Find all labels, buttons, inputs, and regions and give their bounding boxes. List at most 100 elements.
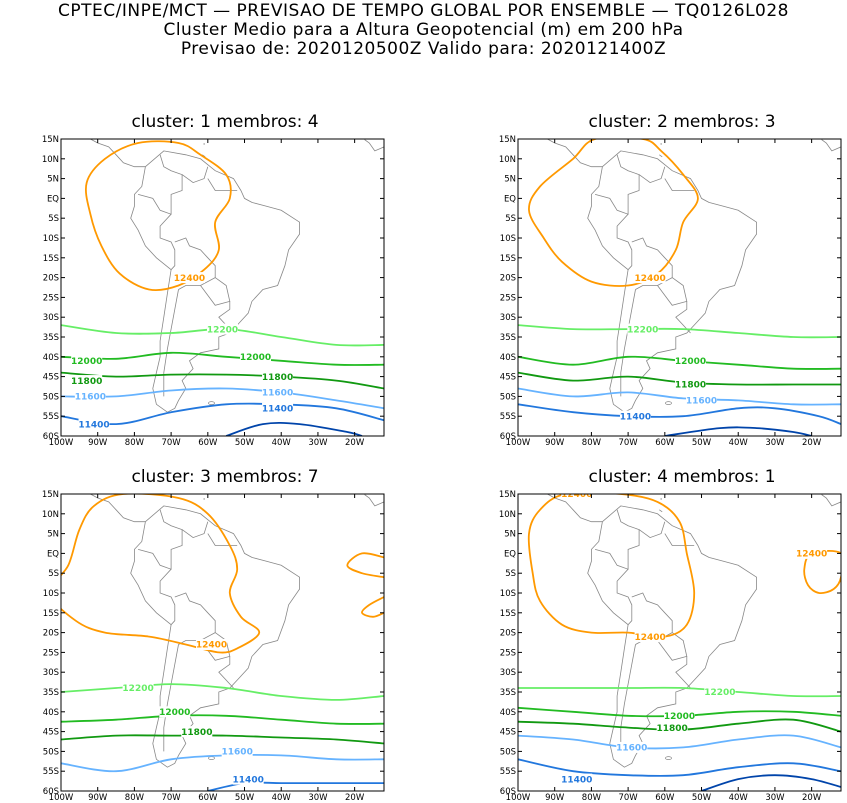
- falkland-islands: [208, 401, 215, 406]
- panel-frame: [517, 138, 842, 437]
- lat-label: 25S: [500, 648, 516, 658]
- lon-label: 100W: [49, 793, 74, 803]
- coastline-africa: [364, 139, 384, 152]
- panel-frame: [517, 493, 842, 792]
- panel-4-group: 12400 12400 12400 12200 12000 11800 11600 11400…: [499, 490, 842, 803]
- lat-label: 10S: [43, 234, 59, 244]
- lat-label: 30S: [43, 313, 59, 323]
- contour-label-bg-3: [181, 726, 213, 738]
- country-border-1: [181, 521, 209, 539]
- contour-label-11400: 11400: [262, 404, 293, 414]
- coastline-caribbean-1: [186, 481, 188, 482]
- lon-label: 60W: [655, 438, 675, 448]
- contour-label-bg-0: [561, 494, 593, 500]
- coastline-caribbean-3: [202, 154, 206, 158]
- lat-label: 55S: [500, 412, 516, 422]
- country-border-5: [675, 656, 691, 689]
- contour-label-bg-5: [232, 773, 264, 785]
- contour-label-bg-0: [634, 272, 666, 284]
- lon-label: 50W: [692, 793, 712, 803]
- contour-label-bg-4: [664, 710, 695, 722]
- country-border-5: [218, 656, 234, 689]
- lat-label: 20S: [43, 629, 59, 639]
- lat-label: 50S: [43, 747, 59, 757]
- contour-label-11600: 11600: [686, 397, 717, 407]
- contour-line-4: [518, 387, 841, 406]
- lat-label: EQ: [504, 549, 516, 559]
- contour-label-bg-2: [159, 706, 191, 718]
- country-border-5: [675, 301, 691, 334]
- header-line-2: Cluster Medio para a Altura Geopotencial…: [163, 20, 684, 40]
- lon-label: 70W: [618, 438, 638, 448]
- contour-label-12000: 12000: [159, 708, 190, 718]
- country-border-2: [616, 568, 633, 625]
- lat-label: 10N: [42, 510, 59, 520]
- contour-label-bg-3: [240, 351, 272, 363]
- lon-label: 50W: [235, 793, 255, 803]
- coastline-caribbean-0: [156, 476, 176, 480]
- lon-label: 50W: [235, 438, 255, 448]
- lat-label: 15N: [499, 490, 516, 500]
- contour-label-11800: 11800: [262, 373, 293, 383]
- lat-label: 60S: [500, 787, 516, 797]
- lat-label: 40S: [43, 353, 59, 363]
- lat-label: 30S: [43, 668, 59, 678]
- falkland-islands: [665, 401, 672, 406]
- contour-label-bg-5: [656, 722, 688, 734]
- country-border-6: [620, 644, 636, 752]
- lon-label: 40W: [272, 438, 292, 448]
- lat-label: 55S: [500, 767, 516, 777]
- contour-label-bg-3: [704, 686, 736, 698]
- contour-label-bg-5: [619, 410, 651, 422]
- contour-label-12400: 12400: [634, 274, 665, 284]
- lat-label: 40S: [500, 353, 516, 363]
- panel-1-title: cluster: 1 membros: 4: [131, 112, 319, 132]
- contour-line-3: [61, 371, 384, 390]
- contour-label-11600: 11600: [262, 389, 293, 399]
- lat-label: EQ: [47, 549, 59, 559]
- lat-label: EQ: [504, 194, 516, 204]
- coastline-caribbean-1: [186, 126, 188, 127]
- contour-line-7: [701, 774, 841, 791]
- country-border-3: [174, 592, 216, 645]
- lon-label: 90W: [545, 793, 565, 803]
- contour-label-bg-1: [627, 323, 659, 335]
- coastline-africa: [821, 139, 841, 152]
- contour-line-6: [664, 426, 812, 436]
- panel-3-title: cluster: 3 membros: 7: [131, 467, 319, 487]
- lat-label: 30S: [500, 668, 516, 678]
- country-border-2: [159, 213, 176, 270]
- panel-3-plot: 12400 12200 12000 11800 11600 11400: [61, 476, 384, 791]
- lon-label: 60W: [198, 793, 218, 803]
- lat-label: 35S: [500, 688, 516, 698]
- lon-label: 20W: [802, 438, 822, 448]
- contour-line-0: [61, 494, 261, 654]
- lat-label: 25S: [43, 293, 59, 303]
- contour-label-bg-3: [675, 379, 707, 391]
- lat-label: 10S: [500, 589, 516, 599]
- lat-label: 45S: [43, 728, 59, 738]
- panel-2-plot: 12400 12200 12000 11800 11600 11400: [518, 139, 841, 436]
- contour-label-11800: 11800: [181, 728, 212, 738]
- lat-label: 45S: [500, 373, 516, 383]
- panel-4-plot: 12400 12400 12400 12200 12000 11800 11600 11400: [518, 494, 841, 791]
- contour-label-12200: 12200: [704, 688, 735, 698]
- contour-label-bg-0: [195, 638, 227, 650]
- lon-label: 30W: [308, 438, 328, 448]
- contour-label-bg-6: [74, 390, 106, 402]
- country-border-7: [664, 178, 695, 191]
- country-border-7: [664, 533, 695, 546]
- contour-label-bg-7: [561, 773, 593, 785]
- lat-label: 15S: [43, 609, 59, 619]
- contour-label-11600: 11600: [616, 744, 647, 754]
- contour-label-bg-8: [78, 418, 110, 430]
- lat-label: 15N: [42, 490, 59, 500]
- lat-label: 35S: [43, 688, 59, 698]
- contour-label-bg-5: [262, 371, 294, 383]
- panel-2-title: cluster: 2 membros: 3: [588, 112, 776, 132]
- lon-label: 90W: [88, 793, 108, 803]
- lon-label: 80W: [125, 438, 145, 448]
- lon-label: 50W: [692, 438, 712, 448]
- lat-label: 15S: [500, 254, 516, 264]
- lat-label: 25S: [43, 648, 59, 658]
